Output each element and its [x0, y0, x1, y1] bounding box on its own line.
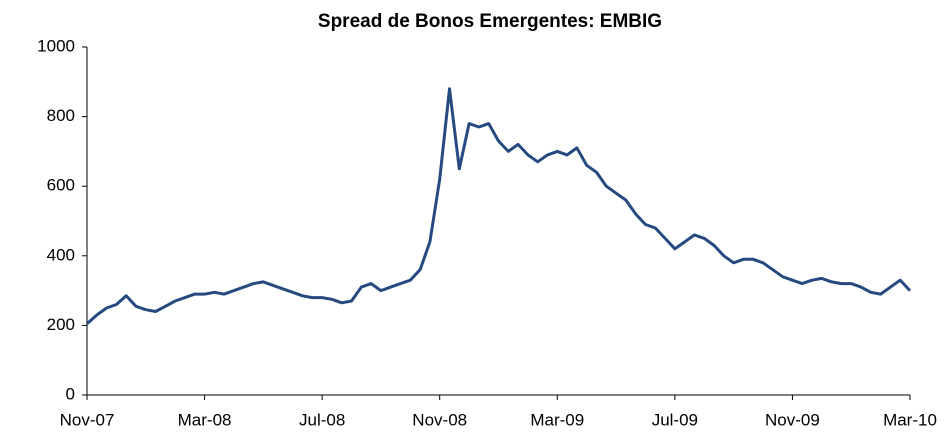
x-tick-label: Jul-09: [652, 410, 698, 429]
y-tick-label: 200: [47, 315, 75, 334]
x-tick-label: Nov-08: [412, 410, 467, 429]
x-tick-label: Mar-08: [178, 410, 232, 429]
data-line: [86, 87, 912, 325]
y-tick-label: 0: [66, 384, 75, 403]
x-tick-label: Mar-10: [883, 410, 937, 429]
y-tick-label: 1000: [37, 36, 75, 55]
x-tick-label: Jul-08: [299, 410, 345, 429]
y-tick-label: 800: [47, 106, 75, 125]
x-tick-label: Mar-09: [530, 410, 584, 429]
y-tick-label: 600: [47, 176, 75, 195]
x-tick-label: Nov-09: [765, 410, 820, 429]
chart-title: Spread de Bonos Emergentes: EMBIG: [318, 11, 662, 32]
y-tick-label: 400: [47, 245, 75, 264]
x-tick-label: Nov-07: [60, 410, 115, 429]
